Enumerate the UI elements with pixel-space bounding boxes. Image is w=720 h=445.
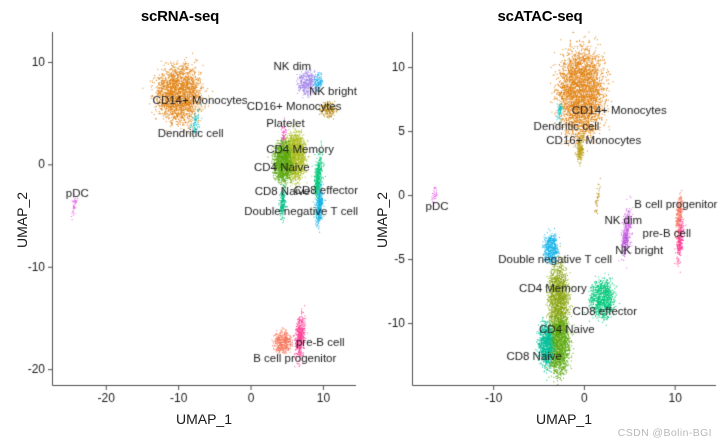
panel-scrna-seq: scRNA-seq UMAP_1 UMAP_2 — [0, 0, 360, 445]
watermark-text: CSDN @Bolin-BGI — [617, 427, 712, 439]
y-axis-title-right: UMAP_2 — [374, 191, 390, 248]
scatter-plot-scatac-seq — [360, 0, 720, 445]
y-axis-title-left: UMAP_2 — [14, 191, 30, 248]
x-axis-title-left: UMAP_1 — [175, 411, 233, 427]
x-axis-title-right: UMAP_1 — [535, 411, 593, 427]
panel-scatac-seq: scATAC-seq UMAP_1 UMAP_2 — [360, 0, 720, 445]
scatter-plot-scrna-seq — [0, 0, 360, 445]
